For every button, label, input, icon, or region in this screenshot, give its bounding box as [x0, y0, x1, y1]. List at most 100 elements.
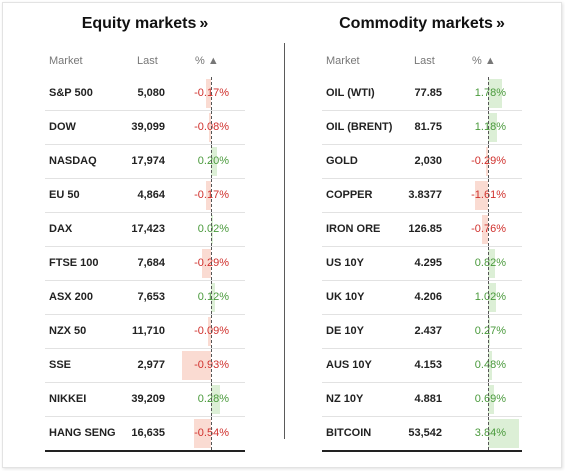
zero-line [211, 145, 212, 178]
table-row[interactable]: DOW 39,099 -0.08% [45, 111, 245, 145]
last-price: 11,710 [131, 325, 165, 337]
positive-change-bar [211, 283, 215, 312]
table-row[interactable]: US 10Y 4.295 0.82% [322, 247, 522, 281]
percent-change: 0.20% [197, 155, 229, 167]
zero-line [211, 213, 212, 246]
table-row[interactable]: NZX 50 11,710 -0.09% [45, 315, 245, 349]
zero-line [488, 179, 489, 212]
table-row[interactable]: SSE 2,977 -0.93% [45, 349, 245, 383]
table-row[interactable]: DAX 17,423 0.02% [45, 213, 245, 247]
negative-change-bar [481, 215, 488, 244]
table-row[interactable]: HANG SENG 16,635 -0.54% [45, 417, 245, 452]
last-price: 81.75 [414, 121, 442, 133]
zero-line [488, 417, 489, 450]
market-name: DOW [49, 121, 76, 133]
table-row[interactable]: UK 10Y 4.206 1.02% [322, 281, 522, 315]
equity-header-row: Market Last % ▲ [45, 55, 245, 69]
last-price: 3.8377 [408, 189, 442, 201]
positive-change-bar [488, 317, 491, 346]
commodity-header-row: Market Last % ▲ [322, 55, 522, 69]
table-row[interactable]: NIKKEI 39,209 0.28% [45, 383, 245, 417]
market-column-header[interactable]: Market [326, 55, 360, 67]
market-name: NZX 50 [49, 325, 87, 337]
zero-line [211, 417, 212, 450]
table-row[interactable]: ASX 200 7,653 0.12% [45, 281, 245, 315]
market-name: COPPER [326, 189, 373, 201]
table-row[interactable]: NZ 10Y 4.881 0.69% [322, 383, 522, 417]
market-name: HANG SENG [49, 427, 116, 439]
last-price: 4.295 [414, 257, 442, 269]
table-row[interactable]: OIL (BRENT) 81.75 1.18% [322, 111, 522, 145]
commodity-title-link[interactable]: Commodity markets» [322, 15, 522, 33]
market-name: OIL (BRENT) [326, 121, 393, 133]
negative-change-bar [205, 181, 211, 210]
table-row[interactable]: BITCOIN 53,542 3.84% [322, 417, 522, 452]
table-row[interactable]: S&P 500 5,080 -0.17% [45, 77, 245, 111]
market-name: IRON ORE [326, 223, 381, 235]
zero-line [211, 281, 212, 314]
last-price: 53,542 [408, 427, 442, 439]
negative-change-bar [208, 317, 211, 346]
last-price: 5,080 [137, 87, 165, 99]
table-row[interactable]: AUS 10Y 4.153 0.48% [322, 349, 522, 383]
table-row[interactable]: NASDAQ 17,974 0.20% [45, 145, 245, 179]
equity-title: Equity markets [81, 15, 197, 32]
market-name: NZ 10Y [326, 393, 364, 405]
percent-change: 0.48% [474, 359, 506, 371]
equity-title-link[interactable]: Equity markets» [45, 15, 245, 33]
last-price: 77.85 [414, 87, 442, 99]
double-chevron-right-icon: » [199, 15, 209, 32]
positive-change-bar [488, 249, 495, 278]
market-name: NASDAQ [49, 155, 97, 167]
market-name: UK 10Y [326, 291, 365, 303]
table-row[interactable]: EU 50 4,864 -0.17% [45, 179, 245, 213]
table-row[interactable]: FTSE 100 7,684 -0.29% [45, 247, 245, 281]
percent-change: 3.84% [474, 427, 506, 439]
zero-line [488, 77, 489, 110]
table-row[interactable]: DE 10Y 2.437 0.27% [322, 315, 522, 349]
positive-change-bar [211, 147, 218, 176]
last-column-header[interactable]: Last [137, 55, 158, 67]
pct-column-header[interactable]: % ▲ [472, 55, 496, 67]
last-price: 2,977 [137, 359, 165, 371]
pct-column-header[interactable]: % ▲ [195, 55, 219, 67]
equity-table: S&P 500 5,080 -0.17% DOW 39,099 -0.08% NASDAQ 1… [45, 77, 245, 452]
percent-change: 0.28% [197, 393, 229, 405]
negative-change-bar [202, 249, 211, 278]
positive-change-bar [488, 113, 498, 142]
positive-change-bar [488, 351, 492, 380]
percent-change: 1.18% [474, 121, 506, 133]
market-column-header[interactable]: Market [49, 55, 83, 67]
negative-change-bar [194, 419, 211, 448]
last-price: 4.206 [414, 291, 442, 303]
last-column-header[interactable]: Last [414, 55, 435, 67]
market-name: US 10Y [326, 257, 364, 269]
zero-line [211, 315, 212, 348]
positive-change-bar [488, 385, 494, 414]
zero-line [488, 281, 489, 314]
table-row[interactable]: COPPER 3.8377 -1.61% [322, 179, 522, 213]
market-name: OIL (WTI) [326, 87, 375, 99]
zero-line [211, 111, 212, 144]
market-name: EU 50 [49, 189, 80, 201]
table-row[interactable]: OIL (WTI) 77.85 1.78% [322, 77, 522, 111]
last-price: 4.881 [414, 393, 442, 405]
zero-line [488, 315, 489, 348]
last-price: 16,635 [131, 427, 165, 439]
zero-line [488, 111, 489, 144]
negative-change-bar [182, 351, 211, 380]
last-price: 7,684 [137, 257, 165, 269]
positive-change-bar [488, 283, 497, 312]
positive-change-bar [211, 385, 220, 414]
positive-change-bar [488, 419, 519, 448]
last-price: 17,423 [131, 223, 165, 235]
market-name: NIKKEI [49, 393, 87, 405]
market-name: DE 10Y [326, 325, 364, 337]
negative-change-bar [485, 147, 488, 176]
commodity-table: OIL (WTI) 77.85 1.78% OIL (BRENT) 81.75 1.18%… [322, 77, 522, 452]
last-price: 39,209 [131, 393, 165, 405]
percent-change: 0.82% [474, 257, 506, 269]
table-row[interactable]: GOLD 2,030 -0.29% [322, 145, 522, 179]
table-row[interactable]: IRON ORE 126.85 -0.76% [322, 213, 522, 247]
